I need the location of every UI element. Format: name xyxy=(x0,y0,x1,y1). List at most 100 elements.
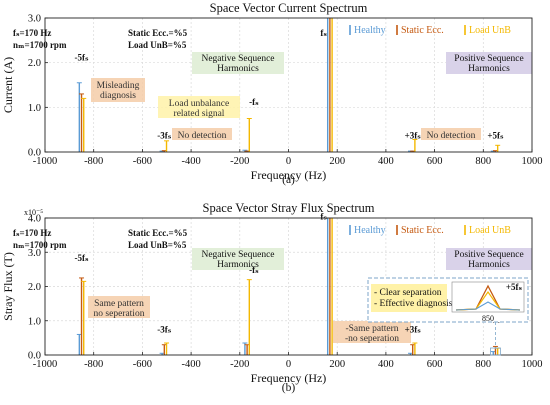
x-tick-label: -400 xyxy=(181,359,200,370)
annotation-box xyxy=(88,296,150,318)
region-label: Harmonics xyxy=(217,64,259,74)
legend-entry: Healthy xyxy=(354,225,386,236)
x-tick-label: -600 xyxy=(133,156,152,167)
inset-tick-label: 850 xyxy=(482,314,494,323)
parameter-text: Load UnB=%5 xyxy=(128,40,187,50)
region-label: Harmonics xyxy=(217,260,259,270)
legend-entry: Healthy xyxy=(354,25,386,36)
parameter-text: nₘ=1700 rpm xyxy=(13,240,67,250)
parameter-text: Load UnB=%5 xyxy=(128,240,187,250)
parameter-text: nₘ=1700 rpm xyxy=(13,40,67,50)
panel-caption: (a) xyxy=(282,174,295,186)
chart-title: Space Vector Current Spectrum xyxy=(210,1,368,15)
y-tick-label: 0.0 xyxy=(28,148,41,159)
x-tick-label: 0 xyxy=(286,156,291,167)
y-axis-label: Current (A) xyxy=(1,57,15,113)
x-tick-label: -800 xyxy=(84,156,103,167)
parameter-text: Static Ecc.=%5 xyxy=(128,228,188,238)
legend-entry: Static Ecc. xyxy=(401,25,444,36)
y-tick-label: 3.0 xyxy=(28,248,41,259)
y-tick-label: 0.0 xyxy=(28,351,41,362)
region-label: Negative Sequence xyxy=(201,54,274,64)
harmonic-label: -5fₛ xyxy=(75,52,89,62)
annotation-text: related signal xyxy=(174,109,225,119)
annotation-box xyxy=(172,128,232,140)
x-axis-label: Frequency (Hz) xyxy=(251,168,327,182)
y-tick-label: 4.0 xyxy=(28,214,41,225)
x-axis-label: Frequency (Hz) xyxy=(251,371,327,385)
annotation-text: No detection xyxy=(427,131,476,141)
x-tick-label: 1000 xyxy=(522,156,543,167)
harmonic-label: -fₛ xyxy=(249,97,259,107)
harmonic-label: -5fₛ xyxy=(75,253,89,263)
inset-zoom-marker xyxy=(490,347,501,356)
x-tick-label: 600 xyxy=(427,359,443,370)
x-tick-label: -200 xyxy=(230,359,249,370)
chart-title: Space Vector Stray Flux Spectrum xyxy=(203,201,375,215)
x-tick-label: -200 xyxy=(230,156,249,167)
parameter-text: Static Ecc.=%5 xyxy=(128,28,188,38)
legend-entry: Load UnB xyxy=(469,225,511,236)
current-spectrum-panel: Space Vector Current Spectrum Negative Se… xyxy=(1,1,543,186)
inset-label: - Clear separation xyxy=(374,288,442,298)
harmonic-label: +3fₛ xyxy=(405,325,422,335)
inset-label: - Effective diagnosis xyxy=(374,298,453,309)
harmonic-label: +5fₛ xyxy=(487,131,504,141)
panel-caption: (b) xyxy=(282,382,296,394)
x-tick-label: 0 xyxy=(286,359,291,370)
region-label: Harmonics xyxy=(468,64,510,74)
y-tick-label: 2.0 xyxy=(28,282,41,293)
x-tick-label: 1000 xyxy=(522,359,543,370)
annotation-box xyxy=(158,96,240,118)
y-tick-label: 2.0 xyxy=(28,58,41,69)
harmonic-label: -3fₛ xyxy=(157,325,171,335)
annotation-text: diagnosis xyxy=(100,91,136,101)
annotation-text: -no seperation xyxy=(345,334,399,344)
harmonic-label: fₛ xyxy=(320,212,327,222)
annotation-text: Same pattern xyxy=(94,299,144,309)
inset-label-box xyxy=(371,284,447,312)
region-label: Positive Sequence xyxy=(454,250,523,260)
annotation-text: Load unbalance xyxy=(169,99,229,109)
annotation-text: No detection xyxy=(178,131,227,141)
x-tick-label: -400 xyxy=(181,156,200,167)
y-tick-label: 3.0 xyxy=(28,14,41,25)
harmonic-label: -fₛ xyxy=(249,265,259,275)
annotation-text: Misleading xyxy=(97,81,140,91)
x-tick-label: 200 xyxy=(329,359,345,370)
x-tick-label: 400 xyxy=(378,359,394,370)
x-tick-label: -1000 xyxy=(33,359,58,370)
x-tick-label: -1000 xyxy=(33,156,58,167)
annotation-box xyxy=(91,78,145,102)
annotation-text: no seperation xyxy=(94,309,145,319)
parameter-text: fₛ=170 Hz xyxy=(13,28,51,38)
y-axis-exponent: x10⁻⁵ xyxy=(24,208,43,217)
region-label-box xyxy=(446,248,532,270)
harmonic-label: -3fₛ xyxy=(157,131,171,141)
x-tick-label: 400 xyxy=(378,156,394,167)
region-label-box xyxy=(446,52,532,74)
stray-flux-spectrum-panel: Space Vector Stray Flux Spectrum Negative… xyxy=(1,201,543,394)
legend-entry: Load UnB xyxy=(469,25,511,36)
x-tick-label: 600 xyxy=(427,156,443,167)
inset-curve-healthy xyxy=(455,301,521,311)
region-label: Negative Sequence xyxy=(201,250,274,260)
annotation-text: -Same pattern xyxy=(345,324,398,334)
x-tick-label: -600 xyxy=(133,359,152,370)
y-tick-label: 1.0 xyxy=(28,316,41,327)
inset-tag: +5fₛ xyxy=(506,282,523,292)
x-tick-label: 800 xyxy=(475,359,491,370)
parameter-text: fₛ=170 Hz xyxy=(13,228,51,238)
x-tick-label: 200 xyxy=(329,156,345,167)
region-label-box xyxy=(192,248,284,270)
x-tick-label: -800 xyxy=(84,359,103,370)
y-tick-label: 1.0 xyxy=(28,103,41,114)
region-label: Positive Sequence xyxy=(454,54,523,64)
annotation-box xyxy=(333,321,411,343)
harmonic-label: +3fₛ xyxy=(405,131,422,141)
y-axis-label: Stray Flux (T) xyxy=(1,252,15,321)
annotation-box xyxy=(421,128,481,140)
region-label: Harmonics xyxy=(468,260,510,270)
legend-entry: Static Ecc. xyxy=(401,225,444,236)
